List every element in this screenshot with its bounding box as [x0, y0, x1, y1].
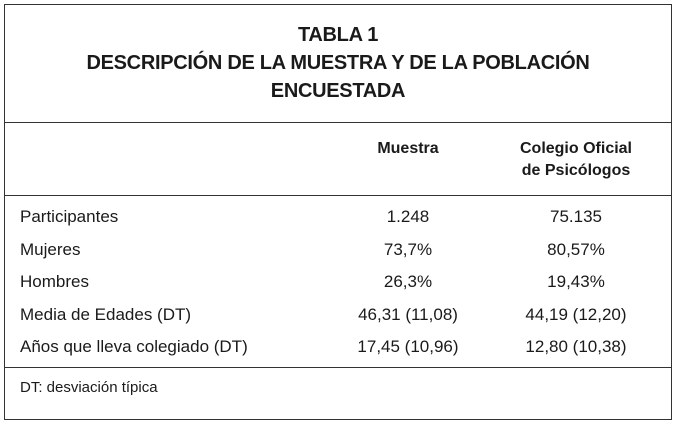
column-header: Muestra: [308, 138, 508, 160]
value-cell: 1.248: [386, 207, 430, 226]
value-cell: 26,3%: [383, 272, 433, 291]
value-cell: 73,7%: [383, 239, 433, 259]
value-cell: 17,45 (10,96): [357, 337, 459, 356]
table-frame: TABLA 1 DESCRIPCIÓN DE LA MUESTRA Y DE L…: [4, 4, 672, 420]
value-cell: 12,80 (10,38): [525, 337, 627, 356]
footnote: DT: desviación típica: [20, 379, 158, 396]
row-label: Hombres: [20, 272, 89, 291]
table-title: TABLA 1: [297, 24, 379, 46]
value-cell: 75.135: [550, 207, 602, 226]
value-cell: 19,43%: [547, 272, 605, 291]
row-label: Años que lleva colegiado (DT): [20, 337, 248, 356]
row-label: Participantes: [20, 207, 119, 226]
value-cell: 44,19 (12,20): [525, 304, 627, 324]
value-cell: 80,57%: [547, 239, 605, 259]
row-label: Media de Edades (DT): [20, 304, 192, 324]
divider: [5, 122, 671, 123]
column-header-line: Colegio Oficial: [519, 140, 632, 157]
column-header-line: Muestra: [377, 140, 439, 157]
row-label: Mujeres: [20, 239, 81, 259]
divider: [5, 367, 671, 368]
divider: [5, 195, 671, 196]
table-subtitle: DESCRIPCIÓN DE LA MUESTRA Y DE LA POBLAC…: [86, 52, 590, 74]
column-header: Colegio Oficial de Psicólogos: [476, 138, 676, 182]
column-header-line: de Psicólogos: [521, 162, 631, 179]
value-cell: 46,31 (11,08): [358, 304, 458, 324]
table-subtitle: ENCUESTADA: [270, 80, 406, 102]
